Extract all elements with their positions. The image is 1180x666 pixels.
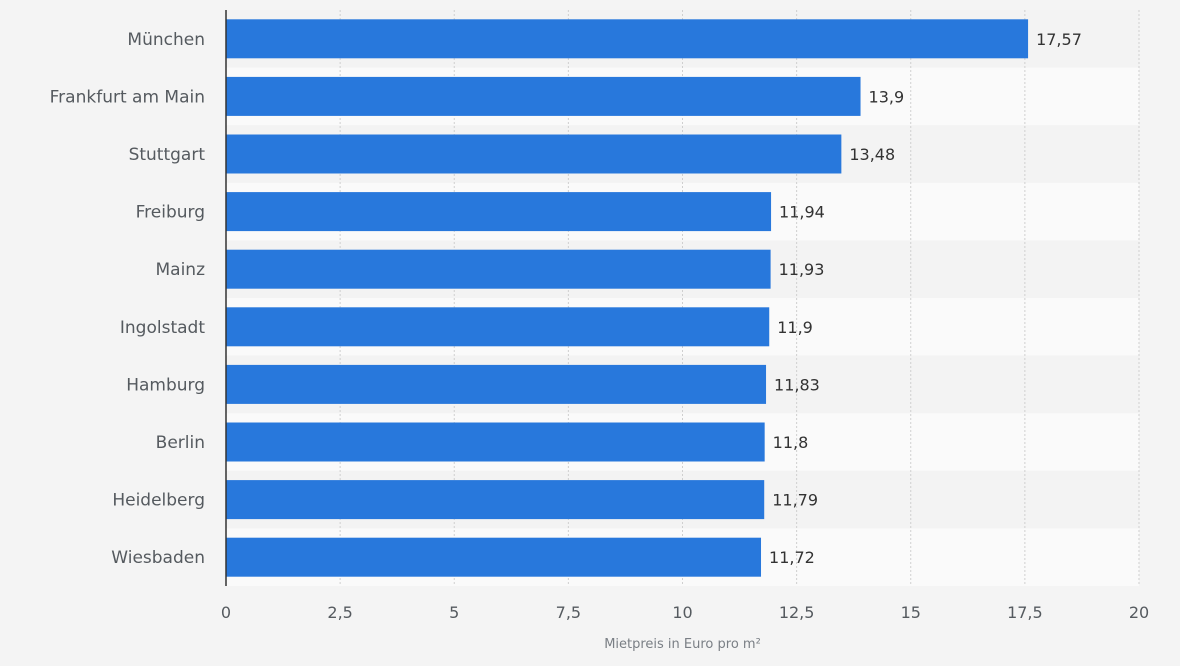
bar <box>226 422 765 462</box>
x-tick-label: 12,5 <box>779 603 815 622</box>
value-label: 11,94 <box>779 203 825 222</box>
category-label: Berlin <box>156 433 205 453</box>
x-tick-label: 2,5 <box>327 603 352 622</box>
value-label: 13,9 <box>869 87 905 106</box>
category-label: Frankfurt am Main <box>50 87 205 107</box>
x-tick-label: 17,5 <box>1007 603 1043 622</box>
bar <box>226 249 771 289</box>
x-axis-title: Mietpreis in Euro pro m² <box>604 637 761 652</box>
x-tick-label: 7,5 <box>556 603 581 622</box>
category-label: Hamburg <box>126 375 205 395</box>
value-label: 13,48 <box>849 145 895 164</box>
bar <box>226 192 772 232</box>
x-tick-label: 10 <box>672 603 692 622</box>
category-label: München <box>127 30 205 50</box>
bar <box>226 76 861 116</box>
bar <box>226 19 1029 59</box>
x-tick-label: 15 <box>901 603 921 622</box>
x-tick-labels: 0 2,5 5 7,5 10 12,5 15 17,5 20 <box>221 603 1149 622</box>
value-label: 11,83 <box>774 375 820 394</box>
value-label: 11,93 <box>779 260 825 279</box>
bars <box>226 19 1029 577</box>
x-tick-label: 0 <box>221 603 231 622</box>
value-label: 11,8 <box>773 433 809 452</box>
category-label: Ingolstadt <box>120 318 205 338</box>
bar <box>226 537 762 577</box>
category-labels: München Frankfurt am Main Stuttgart Freibur… <box>50 30 206 568</box>
bar <box>226 307 770 347</box>
x-tick-label: 20 <box>1129 603 1149 622</box>
x-tick-label: 5 <box>449 603 459 622</box>
value-label: 11,72 <box>769 548 815 567</box>
category-label: Mainz <box>155 260 205 280</box>
bar <box>226 364 767 404</box>
value-label: 11,79 <box>772 491 818 510</box>
value-label: 11,9 <box>777 318 813 337</box>
category-label: Heidelberg <box>112 491 205 511</box>
value-label: 17,57 <box>1036 30 1082 49</box>
bar <box>226 480 765 520</box>
value-labels: 17,57 13,9 13,48 11,94 11,93 11,9 11,83 11,8 11,… <box>769 30 1082 567</box>
category-label: Wiesbaden <box>111 548 205 568</box>
bar <box>226 134 842 174</box>
category-label: Freiburg <box>136 203 205 223</box>
category-label: Stuttgart <box>129 145 206 165</box>
